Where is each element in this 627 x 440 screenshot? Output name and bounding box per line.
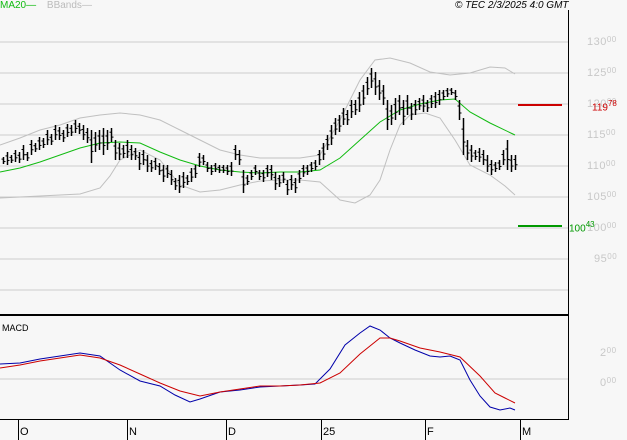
price-axis-label: 11500	[587, 128, 616, 141]
legend-ma20: MA20—	[0, 0, 37, 11]
price-axis-label: 11000	[587, 159, 616, 172]
time-axis-label: M	[522, 426, 532, 438]
price-axis-label: 12000	[587, 97, 617, 110]
signal-line	[0, 337, 516, 404]
price-axis-label: 13000	[587, 35, 617, 48]
copyright-timestamp: © TEC 2/3/2025 4:0 GMT	[455, 0, 569, 11]
macd-line	[0, 325, 516, 411]
resistance-level-label: 11978	[592, 99, 617, 114]
support-level-label: 10043	[569, 220, 595, 235]
price-axis-label: 10500	[587, 190, 617, 203]
price-axis-label: 12500	[587, 66, 617, 79]
price-axis-label: 10000	[587, 221, 617, 234]
time-axis-label: F	[427, 426, 434, 438]
time-axis-label: O	[20, 426, 29, 438]
macd-axis-label: 200	[600, 346, 617, 359]
legend-bbands: BBands—	[46, 0, 92, 11]
macd-axis-label: 000	[600, 376, 617, 389]
macd-panel-title: MACD	[2, 323, 29, 333]
chart-legend: MA20— BBands—	[0, 0, 92, 11]
ma20-line	[0, 98, 516, 174]
bband-upper-line	[0, 57, 516, 159]
time-axis-label: N	[129, 426, 137, 438]
price-axis-label: 9500	[594, 252, 618, 265]
time-axis-label: D	[228, 426, 236, 438]
time-axis-label: 25	[323, 426, 336, 438]
